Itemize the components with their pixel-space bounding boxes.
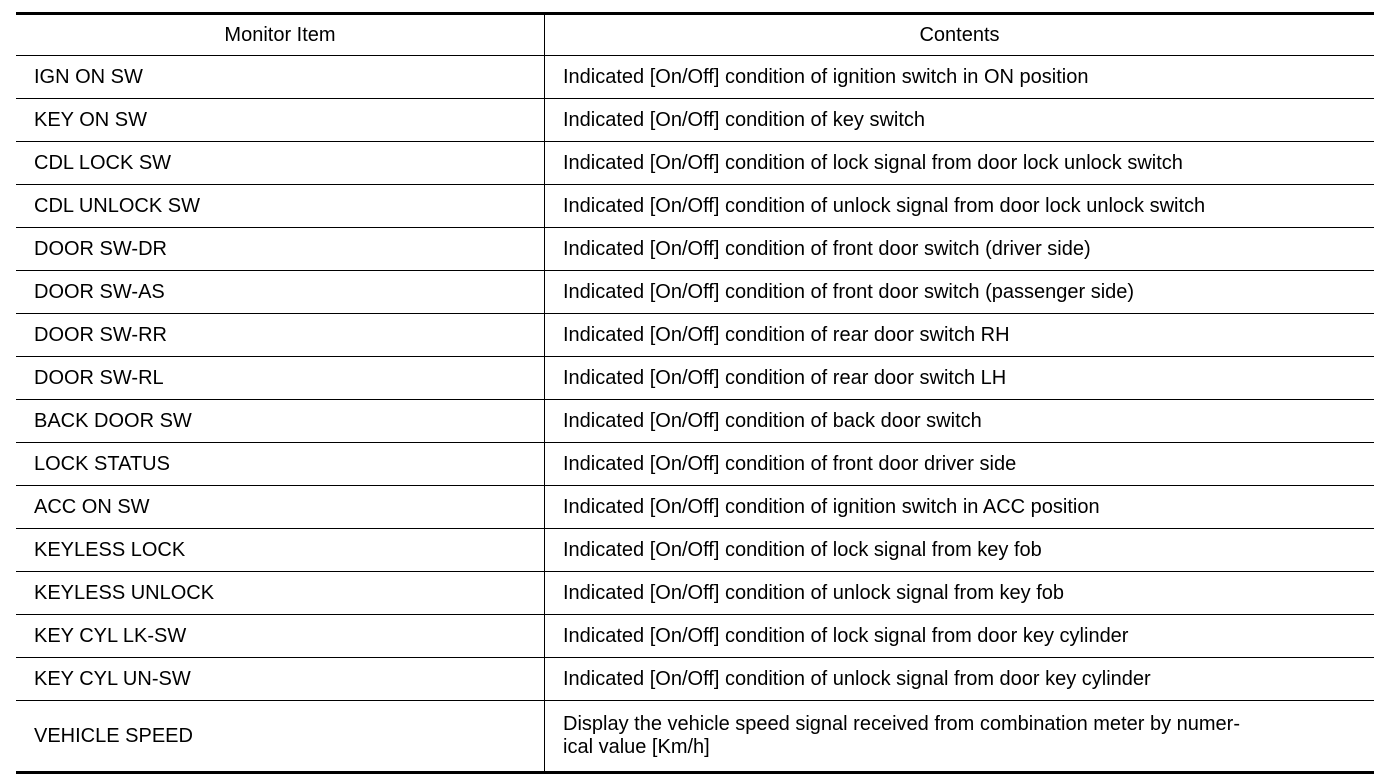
- contents-cell: Indicated [On/Off] condition of front do…: [544, 442, 1374, 486]
- table-row: CDL LOCK SW Indicated [On/Off] condition …: [16, 141, 1374, 185]
- table-row: DOOR SW-RL Indicated [On/Off] condition o…: [16, 356, 1374, 400]
- table-row: BACK DOOR SW Indicated [On/Off] condition…: [16, 399, 1374, 443]
- table-row: VEHICLE SPEED Display the vehicle speed s…: [16, 700, 1374, 773]
- monitor-item-cell: BACK DOOR SW: [16, 399, 545, 443]
- monitor-item-cell: KEYLESS UNLOCK: [16, 571, 545, 615]
- table-row: KEYLESS LOCK Indicated [On/Off] condition…: [16, 528, 1374, 572]
- monitor-item-cell: DOOR SW-RR: [16, 313, 545, 357]
- monitor-item-cell: DOOR SW-AS: [16, 270, 545, 314]
- contents-cell: Indicated [On/Off] condition of lock sig…: [544, 614, 1374, 658]
- contents-cell: Indicated [On/Off] condition of front do…: [544, 270, 1374, 314]
- contents-cell: Indicated [On/Off] condition of unlock s…: [544, 571, 1374, 615]
- contents-cell: Indicated [On/Off] condition of ignition…: [544, 485, 1374, 529]
- header-monitor-item: Monitor Item: [16, 13, 545, 56]
- table-row: CDL UNLOCK SW Indicated [On/Off] conditio…: [16, 184, 1374, 228]
- header-contents: Contents: [919, 23, 1000, 46]
- monitor-item-cell: VEHICLE SPEED: [16, 700, 545, 773]
- contents-cell: Display the vehicle speed signal receive…: [544, 700, 1374, 773]
- table-row: KEYLESS UNLOCK Indicated [On/Off] conditi…: [16, 571, 1374, 615]
- contents-cell: Indicated [On/Off] condition of unlock s…: [544, 657, 1374, 701]
- monitor-item-table: Monitor Item Contents IGN ON SW Indicated…: [16, 12, 1374, 774]
- monitor-item-cell: KEYLESS LOCK: [16, 528, 545, 572]
- table-row: KEY CYL UN-SW Indicated [On/Off] conditio…: [16, 657, 1374, 701]
- table-body: IGN ON SW Indicated [On/Off] condition of…: [16, 55, 1374, 773]
- monitor-item-cell: DOOR SW-DR: [16, 227, 545, 271]
- table-row: ACC ON SW Indicated [On/Off] condition of…: [16, 485, 1374, 529]
- monitor-item-cell: KEY CYL LK-SW: [16, 614, 545, 658]
- monitor-item-cell: LOCK STATUS: [16, 442, 545, 486]
- contents-cell: Indicated [On/Off] condition of rear doo…: [544, 356, 1374, 400]
- table-row: KEY ON SW Indicated [On/Off] condition of…: [16, 98, 1374, 142]
- contents-line: Display the vehicle speed signal receive…: [563, 713, 1240, 735]
- table-row: DOOR SW-RR Indicated [On/Off] condition o…: [16, 313, 1374, 357]
- contents-cell: Indicated [On/Off] condition of back doo…: [544, 399, 1374, 443]
- contents-cell: Indicated [On/Off] condition of rear doo…: [544, 313, 1374, 357]
- monitor-item-cell: ACC ON SW: [16, 485, 545, 529]
- monitor-item-cell: KEY CYL UN-SW: [16, 657, 545, 701]
- header-row: Monitor Item Contents: [16, 13, 1374, 56]
- monitor-item-cell: CDL LOCK SW: [16, 141, 545, 185]
- table-row: KEY CYL LK-SW Indicated [On/Off] conditio…: [16, 614, 1374, 658]
- monitor-item-cell: KEY ON SW: [16, 98, 545, 142]
- contents-cell: Indicated [On/Off] condition of key swit…: [544, 98, 1374, 142]
- table-row: DOOR SW-AS Indicated [On/Off] condition o…: [16, 270, 1374, 314]
- table-row: DOOR SW-DR Indicated [On/Off] condition o…: [16, 227, 1374, 271]
- contents-cell: Indicated [On/Off] condition of front do…: [544, 227, 1374, 271]
- contents-cell: Indicated [On/Off] condition of lock sig…: [544, 141, 1374, 185]
- contents-cell: Indicated [On/Off] condition of unlock s…: [544, 184, 1374, 228]
- monitor-item-cell: DOOR SW-RL: [16, 356, 545, 400]
- contents-cell: Indicated [On/Off] condition of lock sig…: [544, 528, 1374, 572]
- contents-line: ical value [Km/h]: [563, 736, 710, 758]
- table-row: IGN ON SW Indicated [On/Off] condition of…: [16, 55, 1374, 99]
- contents-cell: Indicated [On/Off] condition of ignition…: [544, 55, 1374, 99]
- monitor-item-cell: IGN ON SW: [16, 55, 545, 99]
- table-row: LOCK STATUS Indicated [On/Off] condition …: [16, 442, 1374, 486]
- monitor-item-cell: CDL UNLOCK SW: [16, 184, 545, 228]
